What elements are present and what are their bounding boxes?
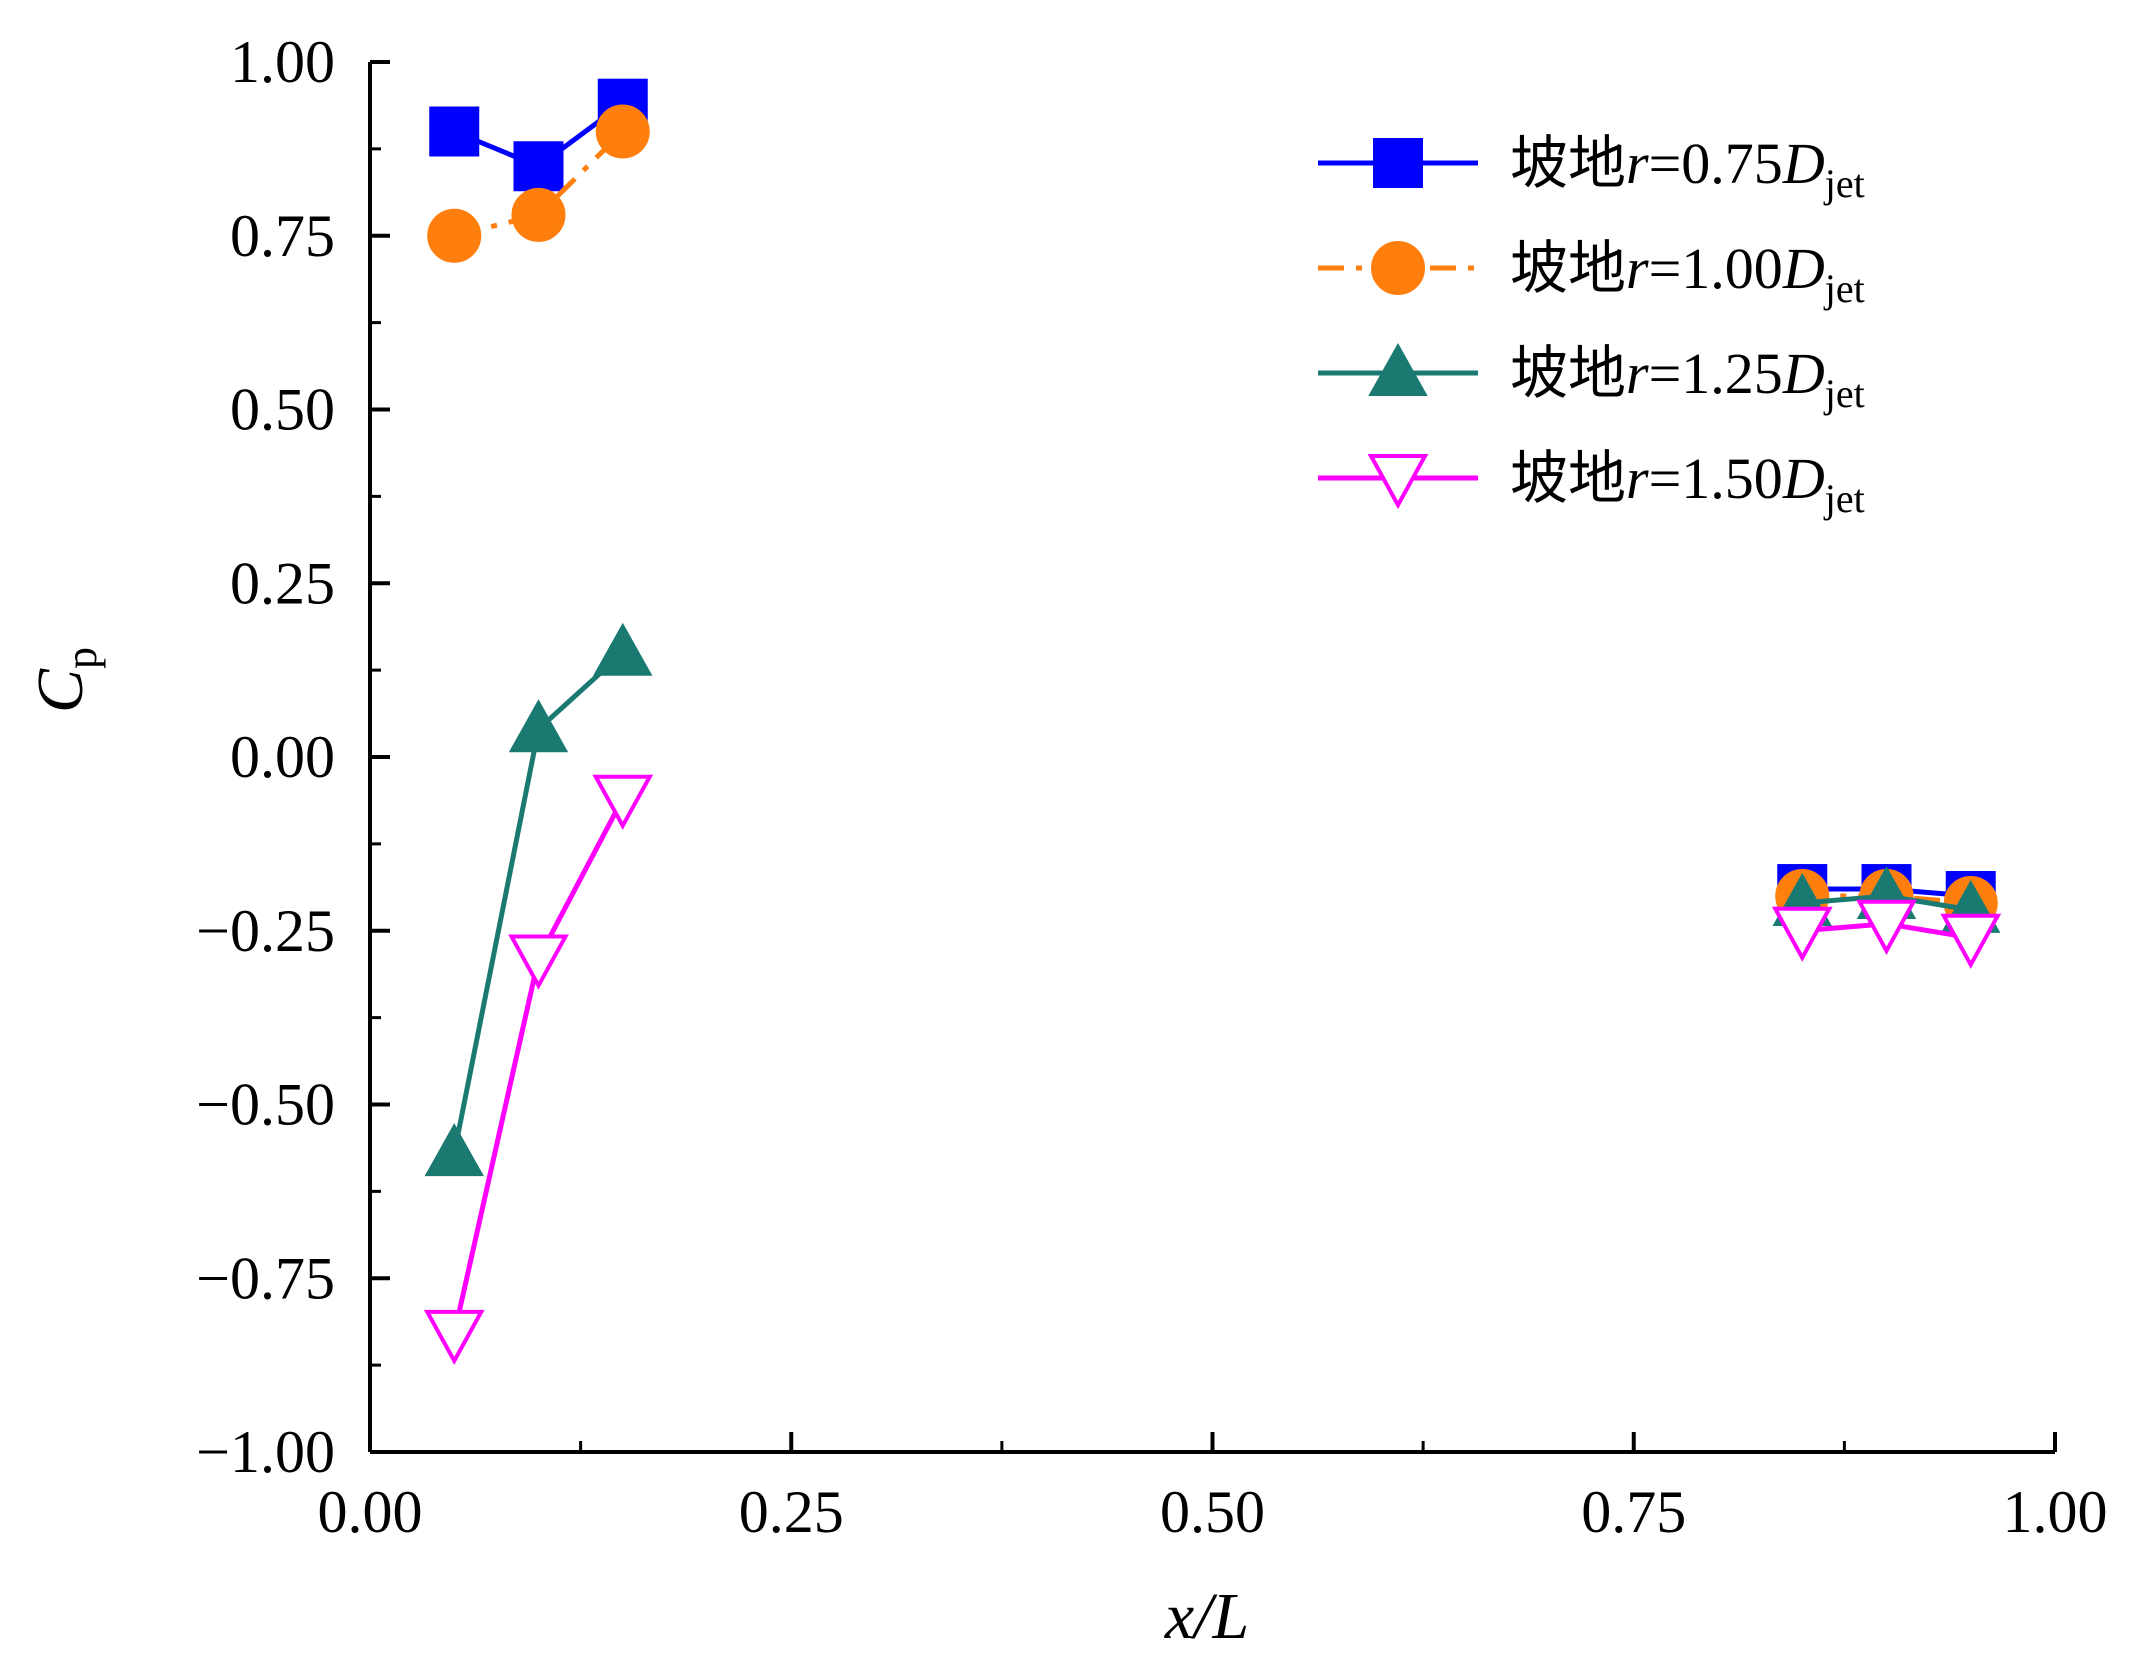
y-axis: −1.00 −0.75 −0.50 −0.25 0.00 0.25 0.50 0.75 1.00 — [196, 29, 390, 1485]
legend-label-part: D — [1782, 236, 1825, 301]
legend-label-part: jet — [1823, 476, 1865, 521]
data-point — [511, 187, 566, 242]
y-axis-title-main: C — [24, 668, 97, 713]
x-tick-label: 1.00 — [2003, 1479, 2108, 1545]
data-point — [508, 699, 569, 753]
legend-label-part: =1.25 — [1649, 341, 1783, 406]
x-tick-label: 0.00 — [318, 1479, 423, 1545]
legend-label-part: r — [1626, 236, 1649, 301]
data-point — [508, 934, 569, 990]
data-point — [592, 774, 654, 830]
series-3 — [424, 622, 2001, 1177]
legend-label-part: 坡地 — [1510, 446, 1626, 511]
data-point — [427, 208, 482, 263]
legend-marker — [1368, 342, 1428, 396]
legend-label-part: =1.00 — [1649, 236, 1783, 301]
legend-item-2: 坡地r=1.00Djet — [1318, 236, 1865, 311]
series-line — [451, 797, 625, 1335]
y-tick-label: 1.00 — [230, 29, 335, 95]
data-point — [429, 106, 480, 157]
y-tick-label: −1.00 — [196, 1419, 335, 1485]
legend-label-part: D — [1782, 131, 1825, 196]
data-point — [424, 1123, 484, 1177]
x-axis: 0.00 0.25 0.50 0.75 1.00 — [318, 1432, 2108, 1545]
legend-item-4: 坡地r=1.50Djet — [1318, 446, 1865, 521]
legend-label-part: =1.50 — [1649, 446, 1783, 511]
data-point — [595, 104, 650, 159]
data-point — [1771, 906, 1833, 962]
legend-marker — [1371, 241, 1425, 295]
x-tick-label: 0.75 — [1581, 1479, 1686, 1545]
legend-label-part: 坡地 — [1510, 236, 1626, 301]
y-tick-label: −0.25 — [196, 898, 335, 964]
legend-label-part: D — [1782, 446, 1825, 511]
data-point — [513, 141, 564, 192]
series-4 — [423, 774, 2002, 1365]
legend-item-1: 坡地r=0.75Djet — [1318, 131, 1865, 206]
data-point — [423, 1309, 485, 1365]
y-axis-title: Cp — [24, 647, 106, 713]
data-point — [1856, 899, 1917, 955]
legend-label-part: 坡地 — [1510, 341, 1626, 406]
legend-label: 坡地r=1.00Djet — [1510, 236, 1865, 311]
y-axis-title-sub: p — [57, 647, 106, 669]
y-tick-label: 0.75 — [230, 203, 335, 269]
legend-label: 坡地r=0.75Djet — [1510, 131, 1865, 206]
legend-label-part: jet — [1823, 266, 1865, 311]
legend: 坡地r=0.75Djet坡地r=1.00Djet坡地r=1.25Djet坡地r=… — [1318, 131, 1865, 521]
y-tick-label: −0.75 — [196, 1245, 335, 1311]
x-tick-label: 0.25 — [739, 1479, 844, 1545]
legend-label-part: r — [1626, 341, 1649, 406]
legend-label-part: D — [1782, 341, 1825, 406]
legend-label-part: jet — [1823, 371, 1865, 416]
series-layer — [423, 78, 2002, 1365]
legend-label: 坡地r=1.25Djet — [1510, 341, 1865, 416]
legend-label-part: 坡地 — [1510, 131, 1626, 196]
legend-label: 坡地r=1.50Djet — [1510, 446, 1865, 521]
legend-label-part: jet — [1823, 161, 1865, 206]
legend-marker — [1367, 454, 1429, 510]
y-tick-label: 0.25 — [230, 550, 335, 616]
series-2 — [427, 104, 1998, 930]
x-axis-title: x/L — [1164, 1580, 1249, 1653]
legend-marker — [1373, 138, 1423, 188]
x-tick-label: 0.50 — [1160, 1479, 1265, 1545]
legend-label-part: =0.75 — [1649, 131, 1783, 196]
y-tick-label: −0.50 — [196, 1072, 335, 1138]
y-tick-label: 0.50 — [230, 377, 335, 443]
legend-item-3: 坡地r=1.25Djet — [1318, 341, 1865, 416]
data-point — [1940, 913, 2002, 969]
y-tick-label: 0.00 — [230, 724, 335, 790]
data-point — [593, 622, 653, 676]
legend-label-part: r — [1626, 446, 1649, 511]
legend-label-part: r — [1626, 131, 1649, 196]
